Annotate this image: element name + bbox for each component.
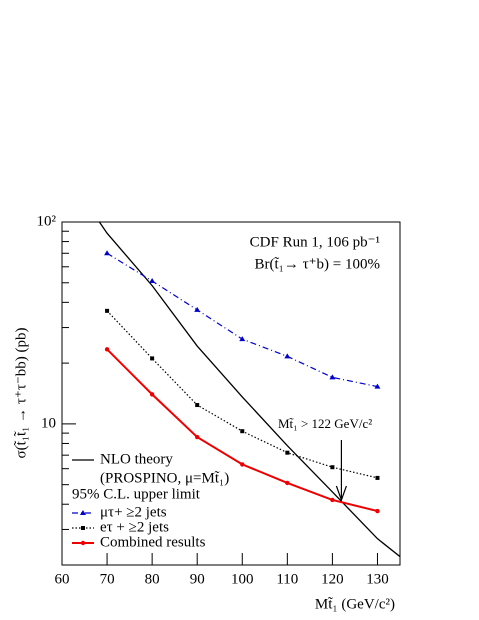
data-point [104, 347, 110, 352]
legend-marker [80, 540, 86, 546]
data-point [285, 450, 290, 455]
data-point [104, 250, 111, 256]
x-tick-label: 110 [276, 571, 298, 587]
limit-arrowhead [335, 485, 347, 502]
legend-label: (PROSPINO, μ=Mt̃₁) [100, 470, 229, 486]
data-point [285, 480, 290, 486]
data-point [375, 475, 380, 480]
x-axis-label: Mt̃₁ (GeV/c²) [315, 596, 395, 612]
annotation: Br(t̃₁→ τ⁺b) = 100% [254, 256, 380, 272]
data-point [329, 374, 336, 380]
data-point [150, 356, 155, 361]
x-tick-label: 70 [100, 571, 115, 587]
x-tick-label: 100 [231, 571, 254, 587]
series-line [106, 252, 378, 388]
legend-label: NLO theory [100, 451, 173, 467]
data-point [239, 336, 246, 342]
annotation: CDF Run 1, 106 pb⁻¹ [250, 234, 380, 250]
y-tick-label: 10 [41, 415, 56, 431]
x-tick-label: 60 [55, 571, 70, 587]
data-point [240, 462, 245, 467]
legend-label: μτ+ ≥2 jets [100, 504, 167, 520]
x-tick-label: 80 [145, 571, 160, 587]
data-point [375, 508, 380, 514]
data-point [195, 403, 200, 408]
data-point [240, 429, 245, 434]
data-point [330, 497, 335, 503]
data-point [194, 306, 201, 312]
y-axis-label: σ(t̃₁t̃₁ → τ⁺τ⁻bb) (pb) [13, 327, 29, 458]
theory-line [98, 222, 400, 558]
data-point [105, 308, 110, 313]
data-point [330, 465, 335, 470]
data-point [149, 392, 155, 397]
data-point [374, 383, 381, 389]
plot-frame [61, 221, 401, 566]
legend-marker [81, 526, 85, 530]
data-point [149, 278, 156, 284]
legend-label: Combined results [100, 534, 206, 550]
legend-marker [80, 510, 86, 515]
y-tick-label: 10² [37, 213, 57, 229]
x-tick-label: 130 [366, 571, 389, 587]
x-tick-label: 120 [321, 571, 344, 587]
data-point [284, 353, 291, 359]
legend-header: 95% C.L. upper limit [72, 486, 201, 502]
limit-annotation: Mt̃₁ > 122 GeV/c² [278, 416, 372, 431]
x-tick-label: 90 [190, 571, 205, 587]
legend-label: eτ + ≥2 jets [100, 519, 169, 535]
data-point [195, 434, 200, 440]
